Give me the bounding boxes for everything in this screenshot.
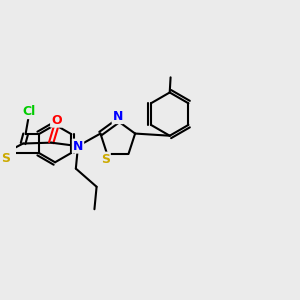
Text: S: S [101, 153, 110, 166]
Text: N: N [112, 110, 123, 123]
Text: N: N [73, 140, 83, 153]
Text: Cl: Cl [22, 105, 35, 118]
Text: S: S [1, 152, 10, 166]
Text: O: O [51, 114, 62, 127]
